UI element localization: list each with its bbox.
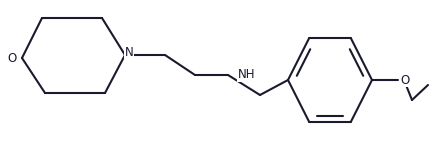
Text: NH: NH: [238, 68, 255, 81]
Text: O: O: [7, 52, 17, 65]
Text: O: O: [400, 73, 409, 86]
Text: N: N: [125, 46, 133, 59]
